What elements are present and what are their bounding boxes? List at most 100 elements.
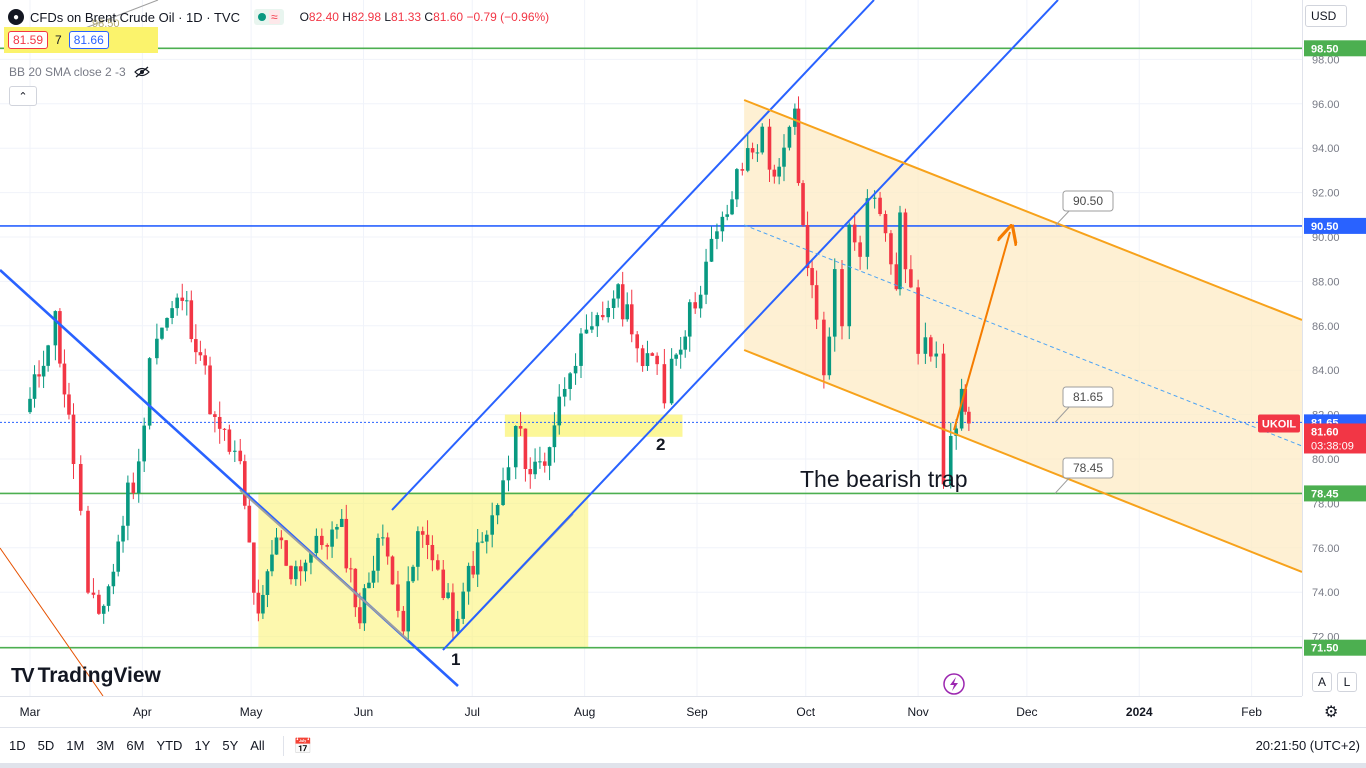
callout-box [1062,457,1114,479]
price-axis[interactable]: 72.0074.0076.0078.0080.0082.0084.0086.00… [1302,0,1366,696]
price-tick-label: 96.00 [1312,99,1340,111]
candle-body [796,108,801,184]
candle-body [730,199,734,215]
candle-body [954,428,958,436]
candle-body [106,586,111,606]
candle-body [872,197,877,199]
range-1m-button[interactable]: 1M [66,738,85,753]
price-tick-label: 84.00 [1312,365,1340,377]
spread-value: 7 [55,33,62,47]
symbol-title[interactable]: CFDs on Brent Crude Oil · 1D · TVC [30,9,240,25]
wedge-top-line [239,489,409,641]
candle-body [349,568,353,570]
candle-body [294,566,298,580]
range-5y-button[interactable]: 5Y [222,738,239,753]
candle-body [518,426,523,429]
candle-body [538,461,542,463]
candle-body [78,464,83,511]
candle-body [376,537,380,571]
time-tick-label: Oct [796,705,815,719]
range-1y-button[interactable]: 1Y [194,738,211,753]
range-5d-button[interactable]: 5D [37,738,55,753]
price-level-tag [1304,217,1366,234]
candle-body [810,268,814,286]
price-level-tag-label: 90.50 [1311,221,1339,233]
market-open-dot-icon [257,13,266,21]
candle-body [542,461,547,466]
time-tick-label: Jun [354,705,373,719]
bottom-strip [0,763,1366,768]
candle-body [455,618,460,632]
currency-selector[interactable]: USD [1305,5,1347,27]
buy-price-button[interactable]: 81.66 [68,31,109,49]
range-ytd-button[interactable]: YTD [156,738,183,753]
callout-leader [1054,404,1072,423]
annotation-point-2: 2 [656,435,665,454]
candle-body [678,349,683,355]
candle-body [227,429,232,452]
rising-channel-lower [442,0,1059,651]
candle-body [314,535,319,554]
candle-body [894,264,899,290]
candle-body [198,352,203,356]
collapse-legend-button[interactable]: ⌃ [9,86,37,106]
price-level-tag [1304,639,1366,656]
candle-body [401,610,406,632]
callout-leader [1054,208,1072,227]
price-tick-label: 94.00 [1312,143,1340,155]
candle-body [814,285,819,320]
flame-icon: ● [8,9,24,25]
range-6m-button[interactable]: 6M [126,738,145,753]
candle-body [745,148,750,171]
candle-body [562,388,567,397]
indicator-label[interactable]: BB 20 SMA close 2 -3 [9,65,126,79]
candle-body [217,416,222,429]
callout-leader [79,0,159,31]
candle-body [62,363,67,395]
candle-body [513,426,518,468]
candle-body [274,537,279,555]
candle-body [772,169,777,177]
candle-body [71,414,76,465]
auto-scale-button[interactable]: A [1312,672,1332,692]
descending-channel-lower [743,349,1302,573]
range-all-button[interactable]: All [250,738,265,753]
tradingview-logo[interactable]: TV TradingView [11,664,161,688]
candle-body [523,428,528,470]
fan-line [0,547,104,696]
candle-body [265,571,270,595]
descending-channel-upper [743,99,1302,321]
candle-body [573,365,578,374]
range-1d-button[interactable]: 1D [9,738,26,753]
candle-body [568,373,572,389]
time-axis[interactable]: Mar Apr May Jun Jul Aug Sep Oct Nov Dec 2024 Feb [0,696,1302,726]
candle-body [650,353,655,356]
candle-body [948,435,953,485]
toolbar-divider [282,735,284,756]
time-tick-label: Aug [574,705,595,719]
candle-body [827,336,832,376]
range-3m-button[interactable]: 3M [96,738,115,753]
candle-body [963,388,968,412]
time-tick-label: May [240,705,263,719]
candle-body [189,300,194,340]
eye-crossed-icon[interactable] [133,66,150,78]
low-value: 81.33 [391,10,422,24]
candle-body [381,537,385,539]
candle-body [645,353,650,367]
sell-price-button[interactable]: 81.59 [8,31,49,49]
time-tick-label: 2024 [1126,705,1153,719]
candle-body [683,336,688,350]
log-scale-button[interactable]: L [1337,672,1357,692]
candle-body [170,308,174,318]
market-status[interactable]: ≈ [253,9,284,25]
clock-timezone-button[interactable]: 20:21:50 (UTC+2) [1255,738,1360,753]
gear-icon[interactable]: ⚙ [1324,704,1339,721]
open-label: O [299,10,309,24]
candle-body [720,216,725,232]
indicator-legend[interactable]: BB 20 SMA close 2 -3 [9,65,150,79]
calendar-goto-icon[interactable]: 📅 [293,737,313,755]
candle-body [735,169,739,200]
